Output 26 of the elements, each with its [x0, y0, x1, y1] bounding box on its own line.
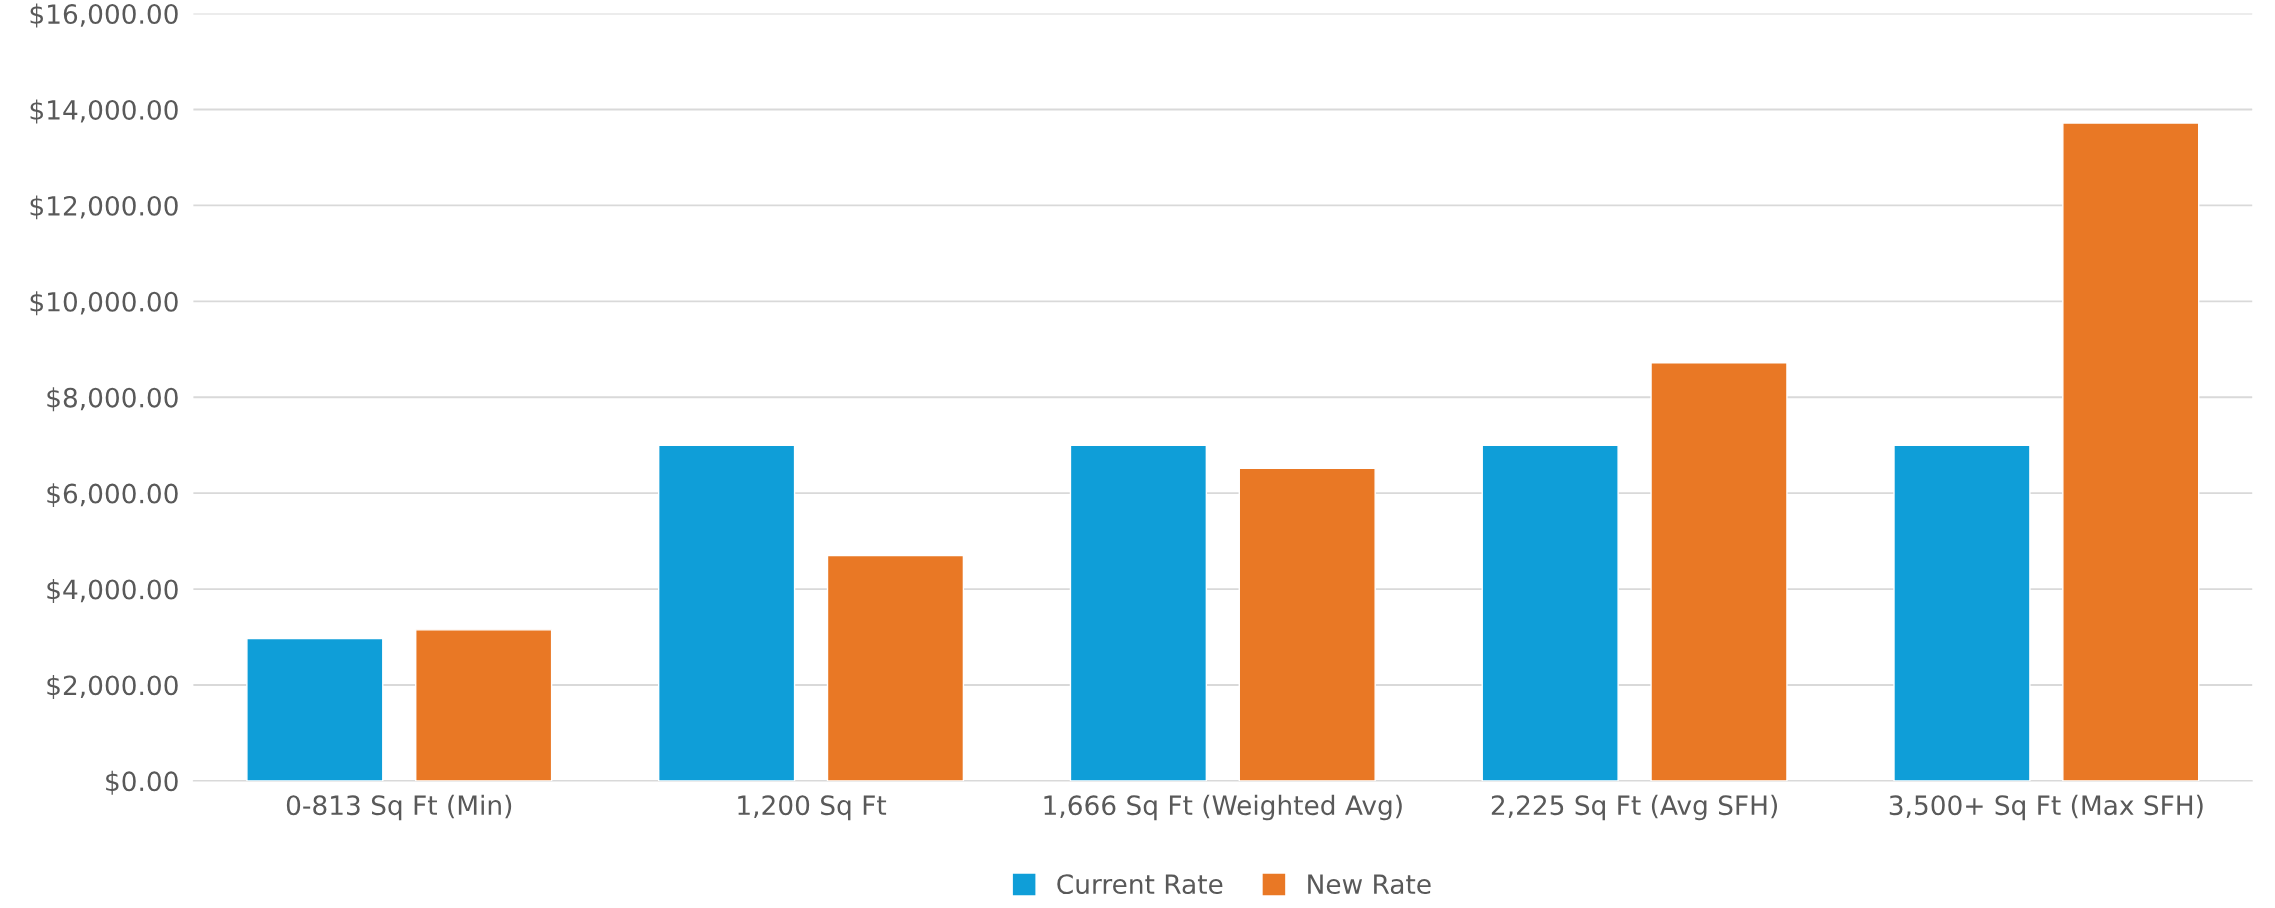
bar	[1069, 444, 1208, 781]
y-tick-label: $12,000.00	[30, 195, 178, 220]
x-tick-label: 0-813 Sq Ft (Min)	[286, 794, 512, 821]
y-tick-label: $14,000.00	[30, 99, 178, 124]
bar	[1481, 444, 1619, 781]
bar	[1238, 467, 1376, 781]
bar	[246, 637, 384, 781]
y-tick-label: $0.00	[106, 770, 178, 795]
x-tick-label: 3,500+ Sq Ft (Max SFH)	[1889, 794, 2203, 821]
y-tick-label: $10,000.00	[30, 291, 178, 316]
legend-label: Current Rate	[1057, 874, 1223, 895]
x-tick-label: 2,225 Sq Ft (Avg SFH)	[1491, 794, 1777, 821]
bar	[2062, 122, 2200, 781]
bar	[1893, 444, 2031, 781]
bar	[657, 444, 796, 781]
bar	[1650, 362, 1788, 781]
y-tick-label: $6,000.00	[47, 483, 178, 508]
y-tick-label: $8,000.00	[47, 387, 178, 412]
x-tick-label: 1,200 Sq Ft	[738, 795, 887, 821]
x-tick-label: 1,666 Sq Ft (Weighted Avg)	[1044, 794, 1402, 821]
y-tick-label: $4,000.00	[47, 579, 178, 603]
bar	[826, 554, 965, 781]
y-tick-label: $16,000.00	[30, 3, 178, 28]
legend-label: New Rate	[1308, 874, 1431, 895]
y-tick-label: $2,000.00	[47, 674, 178, 699]
bar	[415, 629, 553, 781]
